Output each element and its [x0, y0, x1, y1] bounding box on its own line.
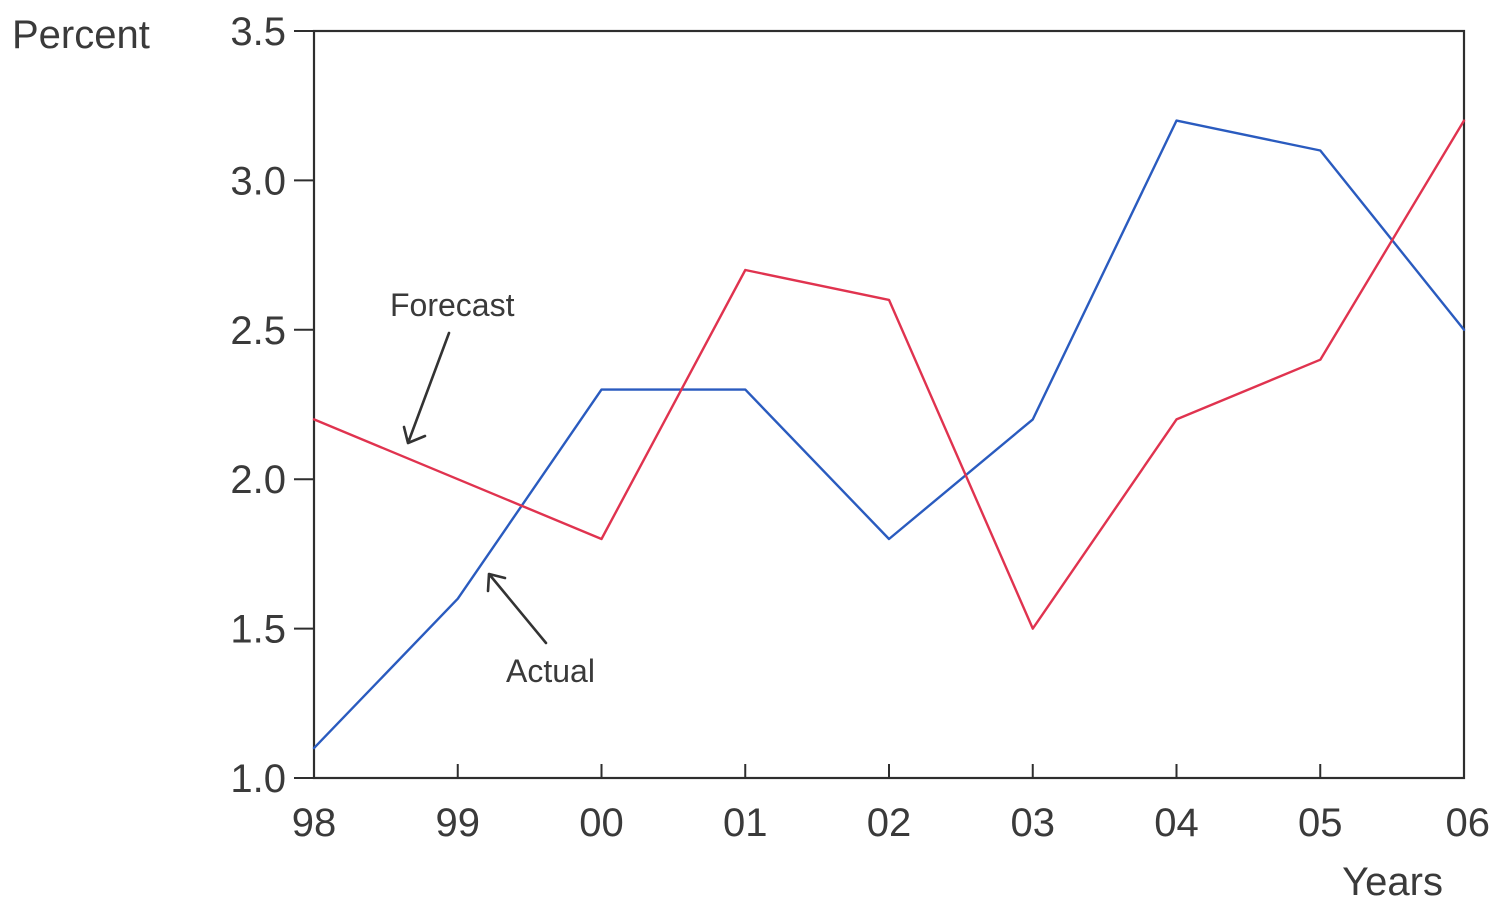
series-line-forecast — [314, 121, 1464, 629]
y-tick-label: 1.0 — [230, 757, 286, 801]
actual-annotation-label: Actual — [506, 653, 595, 689]
forecast-annotation: Forecast — [390, 287, 515, 443]
y-tick-label: 2.5 — [230, 309, 286, 353]
series-lines — [314, 121, 1464, 749]
y-tick-label: 3.5 — [230, 10, 286, 54]
x-axis-title: Years — [1342, 860, 1443, 900]
y-tick-label: 2.0 — [230, 458, 286, 502]
series-line-actual — [314, 121, 1464, 749]
y-axis-title: Percent — [12, 13, 150, 57]
plot-frame — [314, 31, 1464, 778]
y-tick-label: 1.5 — [230, 608, 286, 652]
x-tick-label: 01 — [723, 801, 768, 845]
y-tick-label: 3.0 — [230, 159, 286, 203]
actual-annotation: Actual — [488, 574, 595, 689]
x-tick-label: 00 — [579, 801, 624, 845]
x-tick-label: 06 — [1446, 801, 1491, 845]
x-tick-label: 98 — [292, 801, 337, 845]
x-tick-label: 03 — [1011, 801, 1056, 845]
x-tick-label: 02 — [867, 801, 912, 845]
axes: 1.0 1.5 2.0 2.5 3.0 3.5 98 99 00 01 02 03 04 05 06 — [230, 10, 1490, 845]
forecast-arrow — [404, 333, 449, 443]
x-tick-label: 99 — [436, 801, 481, 845]
actual-arrow — [488, 574, 546, 643]
forecast-annotation-label: Forecast — [390, 287, 515, 323]
x-tick-label: 04 — [1154, 801, 1199, 845]
x-tick-label: 05 — [1298, 801, 1343, 845]
